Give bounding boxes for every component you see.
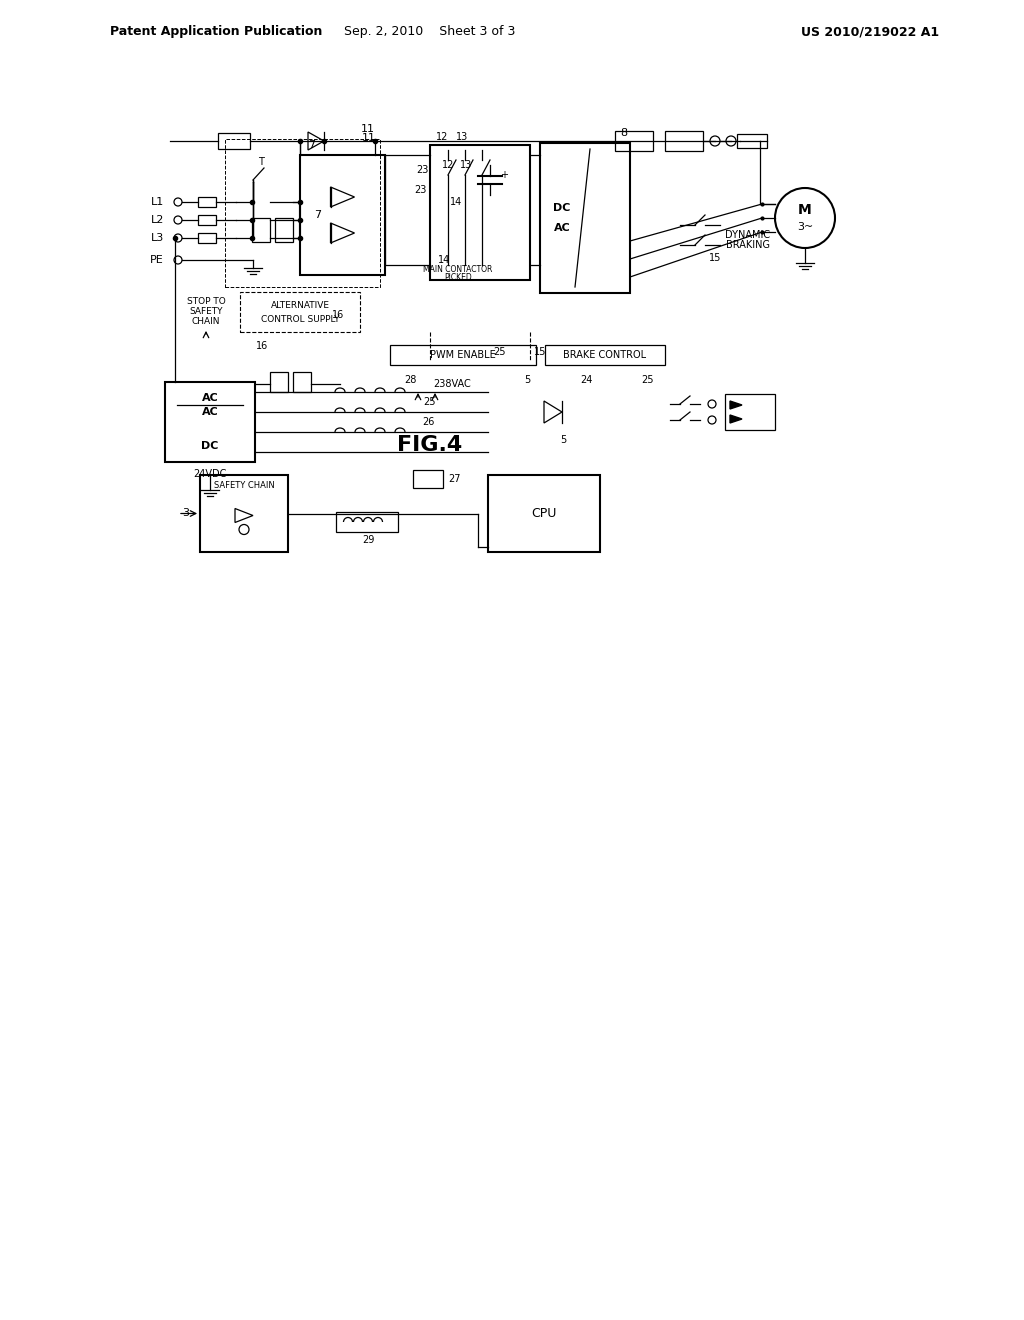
Text: MAIN CONTACTOR: MAIN CONTACTOR	[423, 265, 493, 275]
Text: 7: 7	[308, 140, 315, 150]
Text: PWM ENABLE: PWM ENABLE	[430, 350, 496, 360]
Bar	[270, 372, 288, 392]
Text: 12: 12	[441, 160, 455, 170]
Text: 25: 25	[423, 397, 435, 407]
Bar	[200, 475, 288, 552]
Text: 25: 25	[494, 347, 506, 356]
Bar	[198, 197, 216, 207]
Bar	[300, 154, 385, 275]
Bar	[488, 475, 600, 552]
Text: 5: 5	[524, 375, 530, 385]
Bar	[225, 139, 380, 286]
Text: AC: AC	[554, 223, 570, 234]
Text: 3: 3	[182, 508, 189, 519]
Text: CPU: CPU	[531, 507, 557, 520]
Text: 26: 26	[422, 417, 434, 426]
Text: 11: 11	[361, 124, 375, 135]
Text: 16: 16	[332, 310, 344, 319]
Text: FIG.4: FIG.4	[397, 436, 463, 455]
Bar	[390, 345, 536, 366]
Text: T: T	[258, 157, 264, 168]
Text: CONTROL SUPPLY: CONTROL SUPPLY	[261, 314, 339, 323]
Text: 12: 12	[436, 132, 449, 143]
Text: 7: 7	[314, 210, 322, 220]
Text: 11: 11	[362, 133, 376, 143]
Text: BRAKE CONTROL: BRAKE CONTROL	[563, 350, 646, 360]
Bar	[545, 345, 665, 366]
Text: 14: 14	[450, 197, 462, 207]
Bar	[336, 512, 398, 532]
Text: 8: 8	[621, 128, 628, 139]
Text: DYNAMIC: DYNAMIC	[725, 230, 771, 240]
Text: Patent Application Publication: Patent Application Publication	[110, 25, 323, 38]
Text: L3: L3	[151, 234, 164, 243]
Bar	[252, 218, 270, 242]
Text: 25: 25	[642, 375, 654, 385]
Text: AC: AC	[202, 393, 218, 403]
Text: PICKED: PICKED	[444, 272, 472, 281]
Text: CHAIN: CHAIN	[191, 318, 220, 326]
Bar	[198, 215, 216, 224]
Text: SAFETY: SAFETY	[189, 308, 223, 317]
Text: 24: 24	[580, 375, 592, 385]
Bar	[725, 393, 775, 430]
Text: DC: DC	[202, 441, 219, 451]
Text: 15: 15	[534, 347, 546, 356]
Text: 5: 5	[560, 436, 566, 445]
Bar	[737, 135, 767, 148]
Text: 28: 28	[403, 375, 416, 385]
Text: 16: 16	[256, 341, 268, 351]
Text: +: +	[500, 170, 508, 180]
Text: PE: PE	[151, 255, 164, 265]
Text: M: M	[798, 203, 812, 216]
Polygon shape	[730, 414, 742, 422]
Text: 29: 29	[361, 535, 374, 545]
Text: L2: L2	[151, 215, 164, 224]
Text: L1: L1	[151, 197, 164, 207]
Text: 3~: 3~	[797, 222, 813, 232]
Text: 13: 13	[460, 160, 472, 170]
Text: ALTERNATIVE: ALTERNATIVE	[270, 301, 330, 309]
Text: 23: 23	[414, 185, 426, 195]
Bar	[615, 131, 653, 150]
Text: 13: 13	[456, 132, 468, 143]
Bar	[430, 145, 530, 280]
Bar	[165, 381, 255, 462]
Text: DC: DC	[553, 203, 570, 213]
Bar	[293, 372, 311, 392]
Text: Sep. 2, 2010    Sheet 3 of 3: Sep. 2, 2010 Sheet 3 of 3	[344, 25, 516, 38]
Text: BRAKING: BRAKING	[726, 240, 770, 249]
Text: 23: 23	[416, 165, 428, 176]
Text: 14: 14	[438, 255, 451, 265]
Bar	[540, 143, 630, 293]
Text: SAFETY CHAIN: SAFETY CHAIN	[214, 480, 274, 490]
Text: US 2010/219022 A1: US 2010/219022 A1	[801, 25, 939, 38]
Bar	[413, 470, 443, 488]
Bar	[665, 131, 703, 150]
Bar	[240, 292, 360, 333]
Bar	[275, 218, 293, 242]
Bar	[198, 234, 216, 243]
Text: STOP TO: STOP TO	[186, 297, 225, 306]
Text: AC: AC	[202, 407, 218, 417]
Text: 24VDC: 24VDC	[194, 469, 226, 479]
Text: 238VAC: 238VAC	[433, 379, 471, 389]
Polygon shape	[730, 401, 742, 409]
Text: 27: 27	[449, 474, 461, 484]
Text: 15: 15	[709, 253, 721, 263]
Bar	[218, 133, 250, 149]
